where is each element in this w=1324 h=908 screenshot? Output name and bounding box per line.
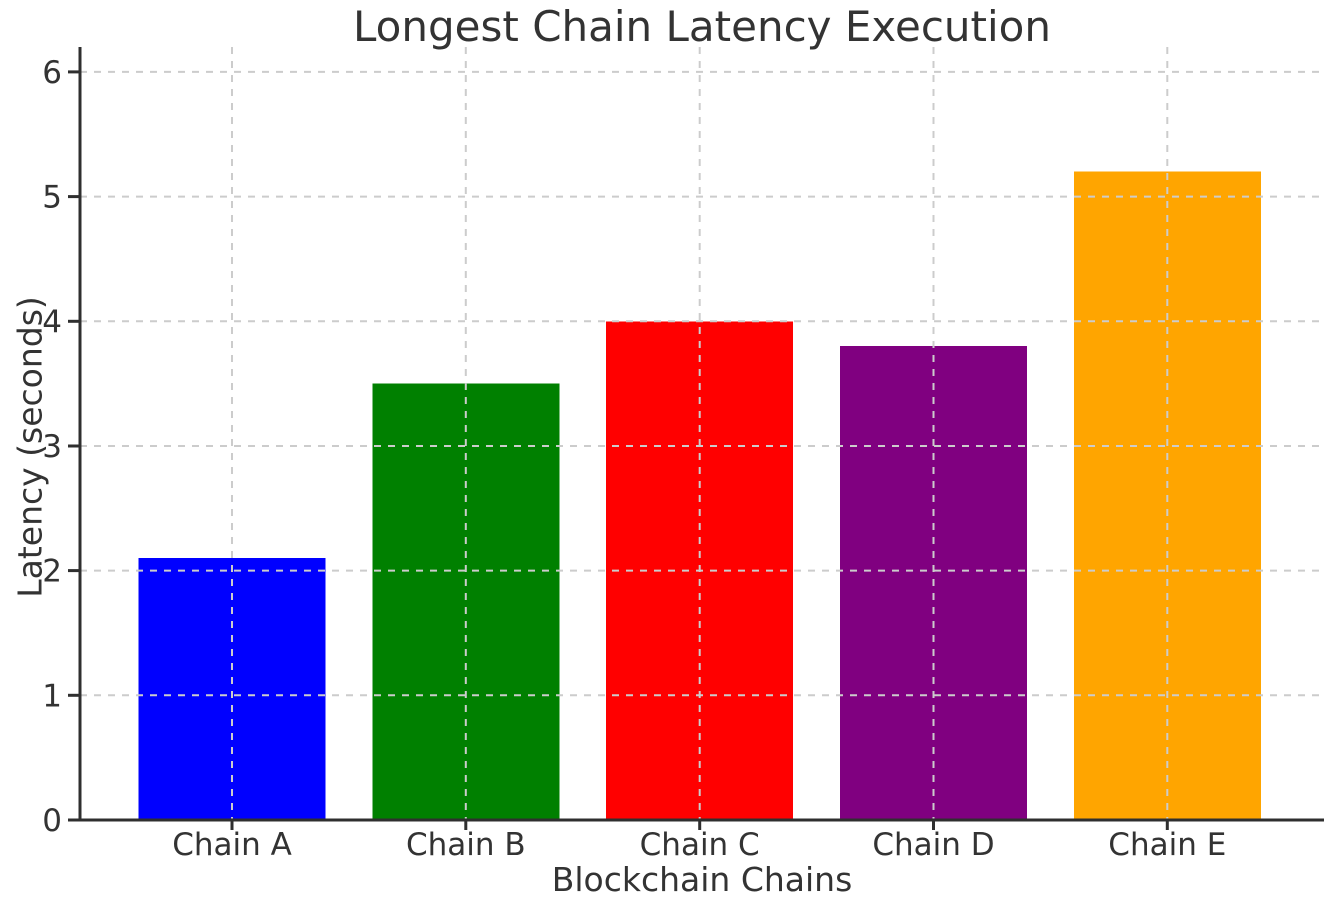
x-axis-label: Blockchain Chains	[551, 860, 853, 899]
x-tick-label-chain-c: Chain C	[640, 827, 760, 863]
bar-chain-b	[372, 383, 560, 820]
x-tick-label-chain-e: Chain E	[1108, 827, 1226, 863]
y-tick-label-3: 3	[42, 429, 62, 465]
x-tick-label-chain-d: Chain D	[872, 827, 994, 863]
y-tick-label-0: 0	[42, 803, 62, 839]
y-tick-label-1: 1	[42, 678, 62, 714]
y-tick-label-6: 6	[42, 55, 62, 91]
x-tick-label-chain-b: Chain B	[406, 827, 526, 863]
y-tick-label-5: 5	[42, 180, 62, 216]
y-tick-label-2: 2	[42, 554, 62, 590]
y-tick-label-4: 4	[42, 304, 62, 340]
x-tick-label-chain-a: Chain A	[172, 827, 292, 863]
chart-title: Longest Chain Latency Execution	[353, 2, 1051, 51]
